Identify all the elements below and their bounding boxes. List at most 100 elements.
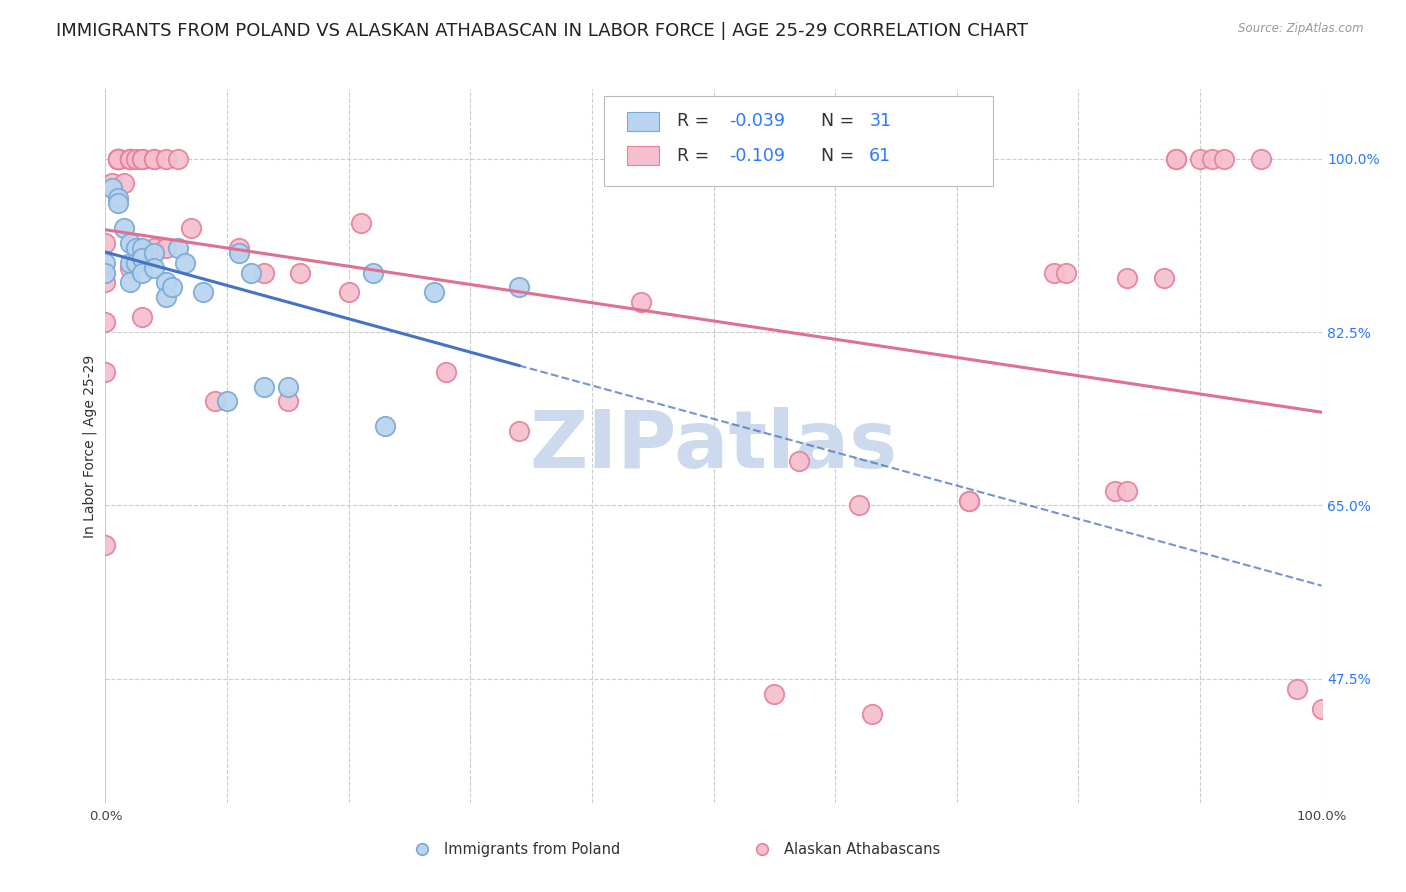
Text: N =: N =	[821, 112, 853, 130]
Point	[350, 216, 373, 230]
Point	[162, 280, 184, 294]
Point	[180, 221, 202, 235]
Point	[94, 255, 117, 269]
Point	[94, 266, 117, 280]
Point	[191, 285, 214, 300]
FancyBboxPatch shape	[627, 146, 659, 165]
Point	[118, 255, 141, 269]
Point	[1054, 266, 1077, 280]
Point	[848, 499, 870, 513]
Point	[94, 538, 117, 552]
Point	[100, 181, 122, 195]
Point	[288, 266, 311, 280]
Point	[125, 255, 148, 269]
Point	[118, 152, 141, 166]
Point	[1201, 152, 1223, 166]
Point	[167, 152, 190, 166]
Text: Alaskan Athabascans: Alaskan Athabascans	[785, 842, 941, 856]
Point	[143, 241, 166, 255]
Y-axis label: In Labor Force | Age 25-29: In Labor Force | Age 25-29	[83, 354, 97, 538]
Point	[143, 152, 166, 166]
Point	[860, 706, 883, 721]
Point	[252, 266, 274, 280]
Point	[1286, 681, 1309, 696]
Point	[1164, 152, 1187, 166]
Point	[118, 276, 141, 290]
Point	[423, 285, 446, 300]
Text: Source: ZipAtlas.com: Source: ZipAtlas.com	[1239, 22, 1364, 36]
Point	[118, 152, 141, 166]
Point	[143, 152, 166, 166]
Point	[94, 235, 117, 250]
Point	[118, 152, 141, 166]
Point	[228, 245, 250, 260]
Point	[155, 276, 177, 290]
Text: N =: N =	[821, 146, 853, 164]
Point	[107, 191, 129, 205]
Point	[508, 280, 530, 294]
Point	[107, 152, 129, 166]
Point	[217, 394, 239, 409]
Point	[112, 221, 135, 235]
Point	[118, 235, 141, 250]
Point	[228, 241, 250, 255]
Point	[957, 493, 980, 508]
Point	[100, 177, 122, 191]
Point	[131, 310, 153, 325]
Point	[434, 365, 457, 379]
Point	[173, 255, 195, 269]
Point	[957, 493, 980, 508]
Point	[94, 276, 117, 290]
Point	[1104, 483, 1126, 498]
Text: -0.109: -0.109	[730, 146, 786, 164]
Point	[167, 241, 190, 255]
Point	[508, 424, 530, 438]
Point	[1153, 270, 1175, 285]
Point	[125, 152, 148, 166]
Point	[1116, 483, 1139, 498]
Text: R =: R =	[678, 112, 709, 130]
Point	[107, 152, 129, 166]
Point	[252, 379, 274, 393]
Point	[1189, 152, 1212, 166]
Text: R =: R =	[678, 146, 709, 164]
Point	[277, 394, 299, 409]
Text: IMMIGRANTS FROM POLAND VS ALASKAN ATHABASCAN IN LABOR FORCE | AGE 25-29 CORRELAT: IMMIGRANTS FROM POLAND VS ALASKAN ATHABA…	[56, 22, 1028, 40]
Point	[337, 285, 360, 300]
Point	[204, 394, 226, 409]
Point	[131, 241, 153, 255]
Point	[1213, 152, 1236, 166]
Point	[1164, 152, 1187, 166]
Point	[155, 290, 177, 304]
Point	[107, 196, 129, 211]
Point	[240, 266, 263, 280]
Point	[1310, 701, 1333, 715]
Text: -0.039: -0.039	[730, 112, 786, 130]
Point	[131, 251, 153, 265]
Text: Immigrants from Poland: Immigrants from Poland	[443, 842, 620, 856]
Point	[125, 241, 148, 255]
Point	[763, 687, 786, 701]
Point	[155, 241, 177, 255]
Point	[361, 266, 384, 280]
Point	[143, 260, 166, 275]
Point	[1116, 270, 1139, 285]
Point	[131, 266, 153, 280]
Point	[107, 152, 129, 166]
Point	[1250, 152, 1272, 166]
Point	[1043, 266, 1066, 280]
Point	[143, 245, 166, 260]
Point	[118, 260, 141, 275]
Point	[131, 152, 153, 166]
Point	[112, 177, 135, 191]
Text: 31: 31	[869, 112, 891, 130]
Point	[107, 152, 129, 166]
Point	[94, 315, 117, 329]
Point	[107, 152, 129, 166]
Point	[277, 379, 299, 393]
Point	[118, 152, 141, 166]
Point	[94, 365, 117, 379]
Point	[374, 419, 396, 434]
FancyBboxPatch shape	[627, 112, 659, 130]
Point	[107, 152, 129, 166]
